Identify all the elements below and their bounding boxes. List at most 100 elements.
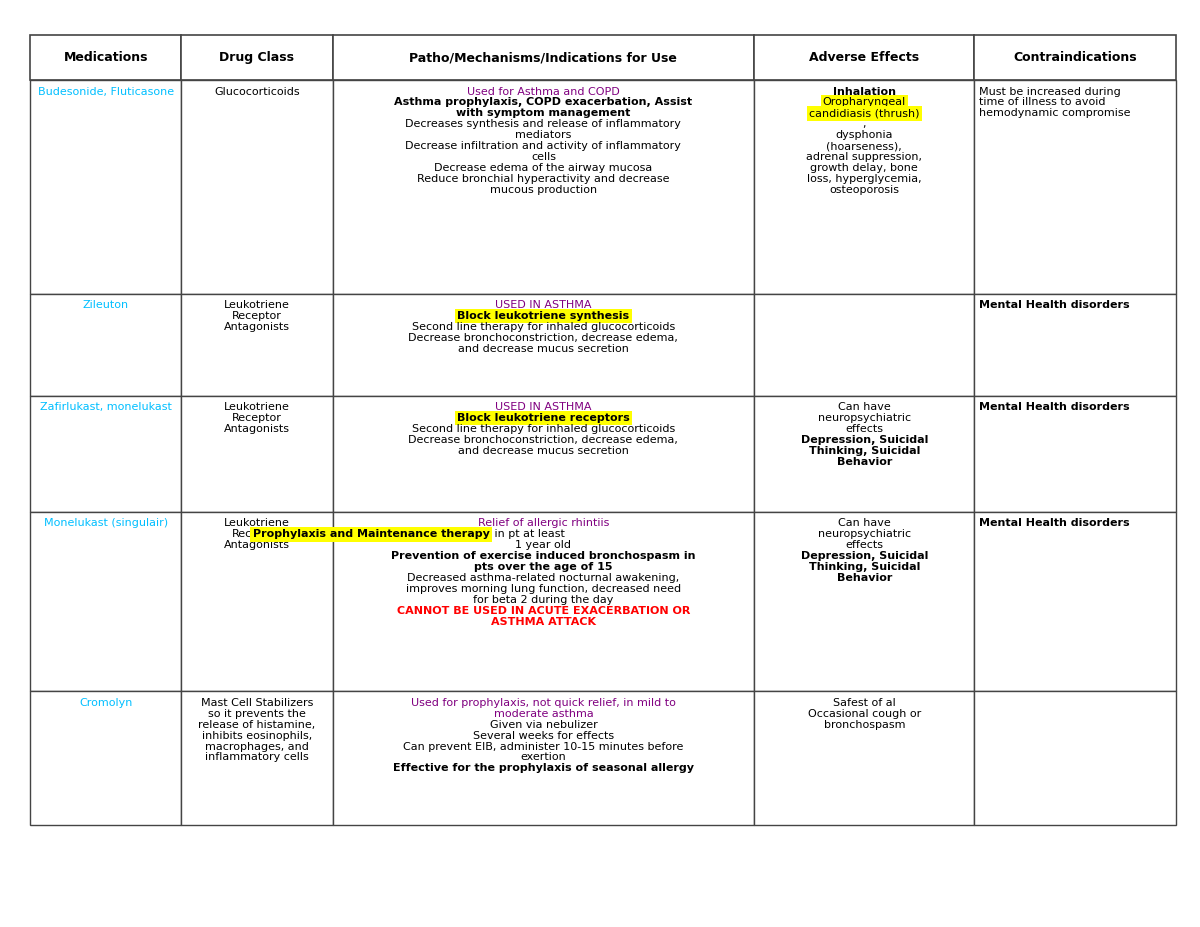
Bar bbox=[974, 396, 1176, 512]
Text: Budesonide, Fluticasone: Budesonide, Fluticasone bbox=[37, 86, 174, 96]
Text: 1 year old: 1 year old bbox=[516, 540, 571, 551]
Text: Receptor: Receptor bbox=[232, 413, 282, 423]
Text: (hoarseness),: (hoarseness), bbox=[827, 141, 902, 151]
Text: Second line therapy for inhaled glucocorticoids: Second line therapy for inhaled glucocor… bbox=[412, 323, 676, 332]
Bar bbox=[181, 692, 332, 825]
Text: Oropharyngeal: Oropharyngeal bbox=[823, 97, 906, 108]
Text: so it prevents the: so it prevents the bbox=[208, 709, 306, 718]
Text: Receptor: Receptor bbox=[232, 311, 282, 322]
Text: Mental Health disorders: Mental Health disorders bbox=[979, 300, 1129, 311]
Text: mediators: mediators bbox=[515, 131, 571, 140]
Bar bbox=[974, 35, 1176, 80]
Text: Medications: Medications bbox=[64, 51, 148, 64]
Text: Decreases synthesis and release of inflammatory: Decreases synthesis and release of infla… bbox=[406, 120, 682, 130]
Bar bbox=[181, 294, 332, 396]
Text: Decrease infiltration and activity of inflammatory: Decrease infiltration and activity of in… bbox=[406, 141, 682, 151]
Text: Antagonists: Antagonists bbox=[224, 424, 290, 434]
Text: Can have: Can have bbox=[838, 518, 890, 528]
Text: effects: effects bbox=[845, 424, 883, 434]
Bar bbox=[30, 396, 181, 512]
Text: Behavior: Behavior bbox=[836, 457, 892, 467]
Bar bbox=[755, 80, 974, 294]
Text: Leukotriene: Leukotriene bbox=[224, 402, 290, 413]
Text: bronchospasm: bronchospasm bbox=[823, 719, 905, 730]
Text: Patho/Mechanisms/Indications for Use: Patho/Mechanisms/Indications for Use bbox=[409, 51, 677, 64]
Text: Decrease edema of the airway mucosa: Decrease edema of the airway mucosa bbox=[434, 163, 653, 173]
Text: CANNOT BE USED IN ACUTE EXACERBATION OR: CANNOT BE USED IN ACUTE EXACERBATION OR bbox=[397, 606, 690, 616]
Bar bbox=[30, 512, 181, 692]
Bar bbox=[332, 512, 755, 692]
Bar bbox=[181, 512, 332, 692]
Text: neuropsychiatric: neuropsychiatric bbox=[817, 413, 911, 423]
Text: dysphonia: dysphonia bbox=[835, 131, 893, 140]
Bar bbox=[332, 294, 755, 396]
Bar bbox=[332, 80, 755, 294]
Text: Mental Health disorders: Mental Health disorders bbox=[979, 402, 1129, 413]
Text: effects: effects bbox=[845, 540, 883, 551]
Text: pts over the age of 15: pts over the age of 15 bbox=[474, 562, 613, 572]
Bar bbox=[755, 692, 974, 825]
Text: growth delay, bone: growth delay, bone bbox=[810, 163, 918, 173]
Bar bbox=[974, 692, 1176, 825]
Text: time of illness to avoid: time of illness to avoid bbox=[979, 97, 1105, 108]
Bar bbox=[181, 35, 332, 80]
Text: hemodynamic compromise: hemodynamic compromise bbox=[979, 108, 1130, 119]
Text: Relief of allergic rhintiis: Relief of allergic rhintiis bbox=[478, 518, 610, 528]
Text: Thinking, Suicidal: Thinking, Suicidal bbox=[809, 562, 920, 572]
Text: Decrease bronchoconstriction, decrease edema,: Decrease bronchoconstriction, decrease e… bbox=[408, 435, 678, 445]
Text: Depression, Suicidal: Depression, Suicidal bbox=[800, 552, 928, 561]
Text: Effective for the prophylaxis of seasonal allergy: Effective for the prophylaxis of seasona… bbox=[392, 764, 694, 773]
Bar bbox=[974, 294, 1176, 396]
Text: Prophylaxis and Maintenance therapy: Prophylaxis and Maintenance therapy bbox=[252, 529, 490, 540]
Bar bbox=[30, 35, 181, 80]
Text: Safest of al: Safest of al bbox=[833, 698, 895, 708]
Text: moderate asthma: moderate asthma bbox=[493, 709, 593, 718]
Bar bbox=[755, 294, 974, 396]
Text: release of histamine,: release of histamine, bbox=[198, 719, 316, 730]
Text: USED IN ASTHMA: USED IN ASTHMA bbox=[496, 402, 592, 413]
Text: Thinking, Suicidal: Thinking, Suicidal bbox=[809, 446, 920, 456]
Text: exertion: exertion bbox=[521, 753, 566, 763]
Text: Antagonists: Antagonists bbox=[224, 323, 290, 332]
Text: Decreased asthma-related nocturnal awakening,: Decreased asthma-related nocturnal awake… bbox=[407, 573, 679, 583]
Text: mucous production: mucous production bbox=[490, 185, 596, 195]
Text: Receptor: Receptor bbox=[232, 529, 282, 540]
Text: Leukotriene: Leukotriene bbox=[224, 518, 290, 528]
Text: Inhalation: Inhalation bbox=[833, 86, 895, 96]
Text: Zafirlukast, monelukast: Zafirlukast, monelukast bbox=[40, 402, 172, 413]
Text: adrenal suppression,: adrenal suppression, bbox=[806, 152, 923, 162]
Bar bbox=[974, 80, 1176, 294]
Text: Can prevent EIB, administer 10-15 minutes before: Can prevent EIB, administer 10-15 minute… bbox=[403, 742, 684, 752]
Text: Prevention of exercise induced bronchospasm in: Prevention of exercise induced bronchosp… bbox=[391, 552, 696, 561]
Text: and decrease mucus secretion: and decrease mucus secretion bbox=[458, 446, 629, 456]
Bar bbox=[755, 35, 974, 80]
Text: Second line therapy for inhaled glucocorticoids: Second line therapy for inhaled glucocor… bbox=[412, 424, 676, 434]
Text: Cromolyn: Cromolyn bbox=[79, 698, 132, 708]
Text: Used for Asthma and COPD: Used for Asthma and COPD bbox=[467, 86, 619, 96]
Bar bbox=[974, 512, 1176, 692]
Text: improves morning lung function, decreased need: improves morning lung function, decrease… bbox=[406, 584, 680, 594]
Text: Decrease bronchoconstriction, decrease edema,: Decrease bronchoconstriction, decrease e… bbox=[408, 333, 678, 343]
Bar bbox=[30, 294, 181, 396]
Text: Monelukast (singulair): Monelukast (singulair) bbox=[43, 518, 168, 528]
Text: Behavior: Behavior bbox=[836, 573, 892, 583]
Text: and decrease mucus secretion: and decrease mucus secretion bbox=[458, 344, 629, 354]
Text: with symptom management: with symptom management bbox=[456, 108, 630, 119]
Text: Mental Health disorders: Mental Health disorders bbox=[979, 518, 1129, 528]
Text: Block leukotriene receptors: Block leukotriene receptors bbox=[457, 413, 630, 423]
Text: macrophages, and: macrophages, and bbox=[205, 742, 308, 752]
Text: candidiasis (thrush): candidiasis (thrush) bbox=[809, 108, 919, 119]
Bar bbox=[755, 512, 974, 692]
Bar bbox=[332, 396, 755, 512]
Text: Glucocorticoids: Glucocorticoids bbox=[214, 86, 300, 96]
Text: for beta 2 during the day: for beta 2 during the day bbox=[473, 595, 613, 605]
Text: ASTHMA ATTACK: ASTHMA ATTACK bbox=[491, 616, 596, 627]
Bar bbox=[30, 692, 181, 825]
Text: Can have: Can have bbox=[838, 402, 890, 413]
Bar bbox=[332, 35, 755, 80]
Text: inhibits eosinophils,: inhibits eosinophils, bbox=[202, 730, 312, 741]
Text: Used for prophylaxis, not quick relief, in mild to: Used for prophylaxis, not quick relief, … bbox=[410, 698, 676, 708]
Bar bbox=[181, 396, 332, 512]
Bar bbox=[755, 396, 974, 512]
Bar bbox=[332, 692, 755, 825]
